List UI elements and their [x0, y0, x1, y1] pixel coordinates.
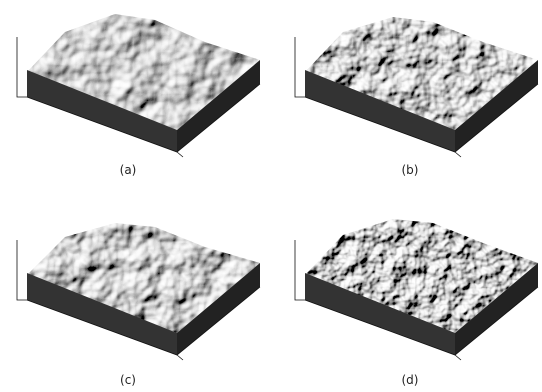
page: (a) (b) (c) (d) (() => { const data = JS… — [0, 0, 542, 392]
panel-label: (a) — [120, 163, 137, 177]
panel-label: (d) — [402, 373, 419, 387]
afm-image-a — [17, 14, 260, 157]
afm-image-b — [295, 17, 538, 157]
panel-label: (b) — [402, 163, 419, 177]
afm-image-c — [17, 223, 260, 360]
panel-label: (c) — [120, 373, 136, 387]
afm-image-d — [295, 219, 538, 360]
figure: (a) (b) (c) (d) — [0, 0, 542, 392]
